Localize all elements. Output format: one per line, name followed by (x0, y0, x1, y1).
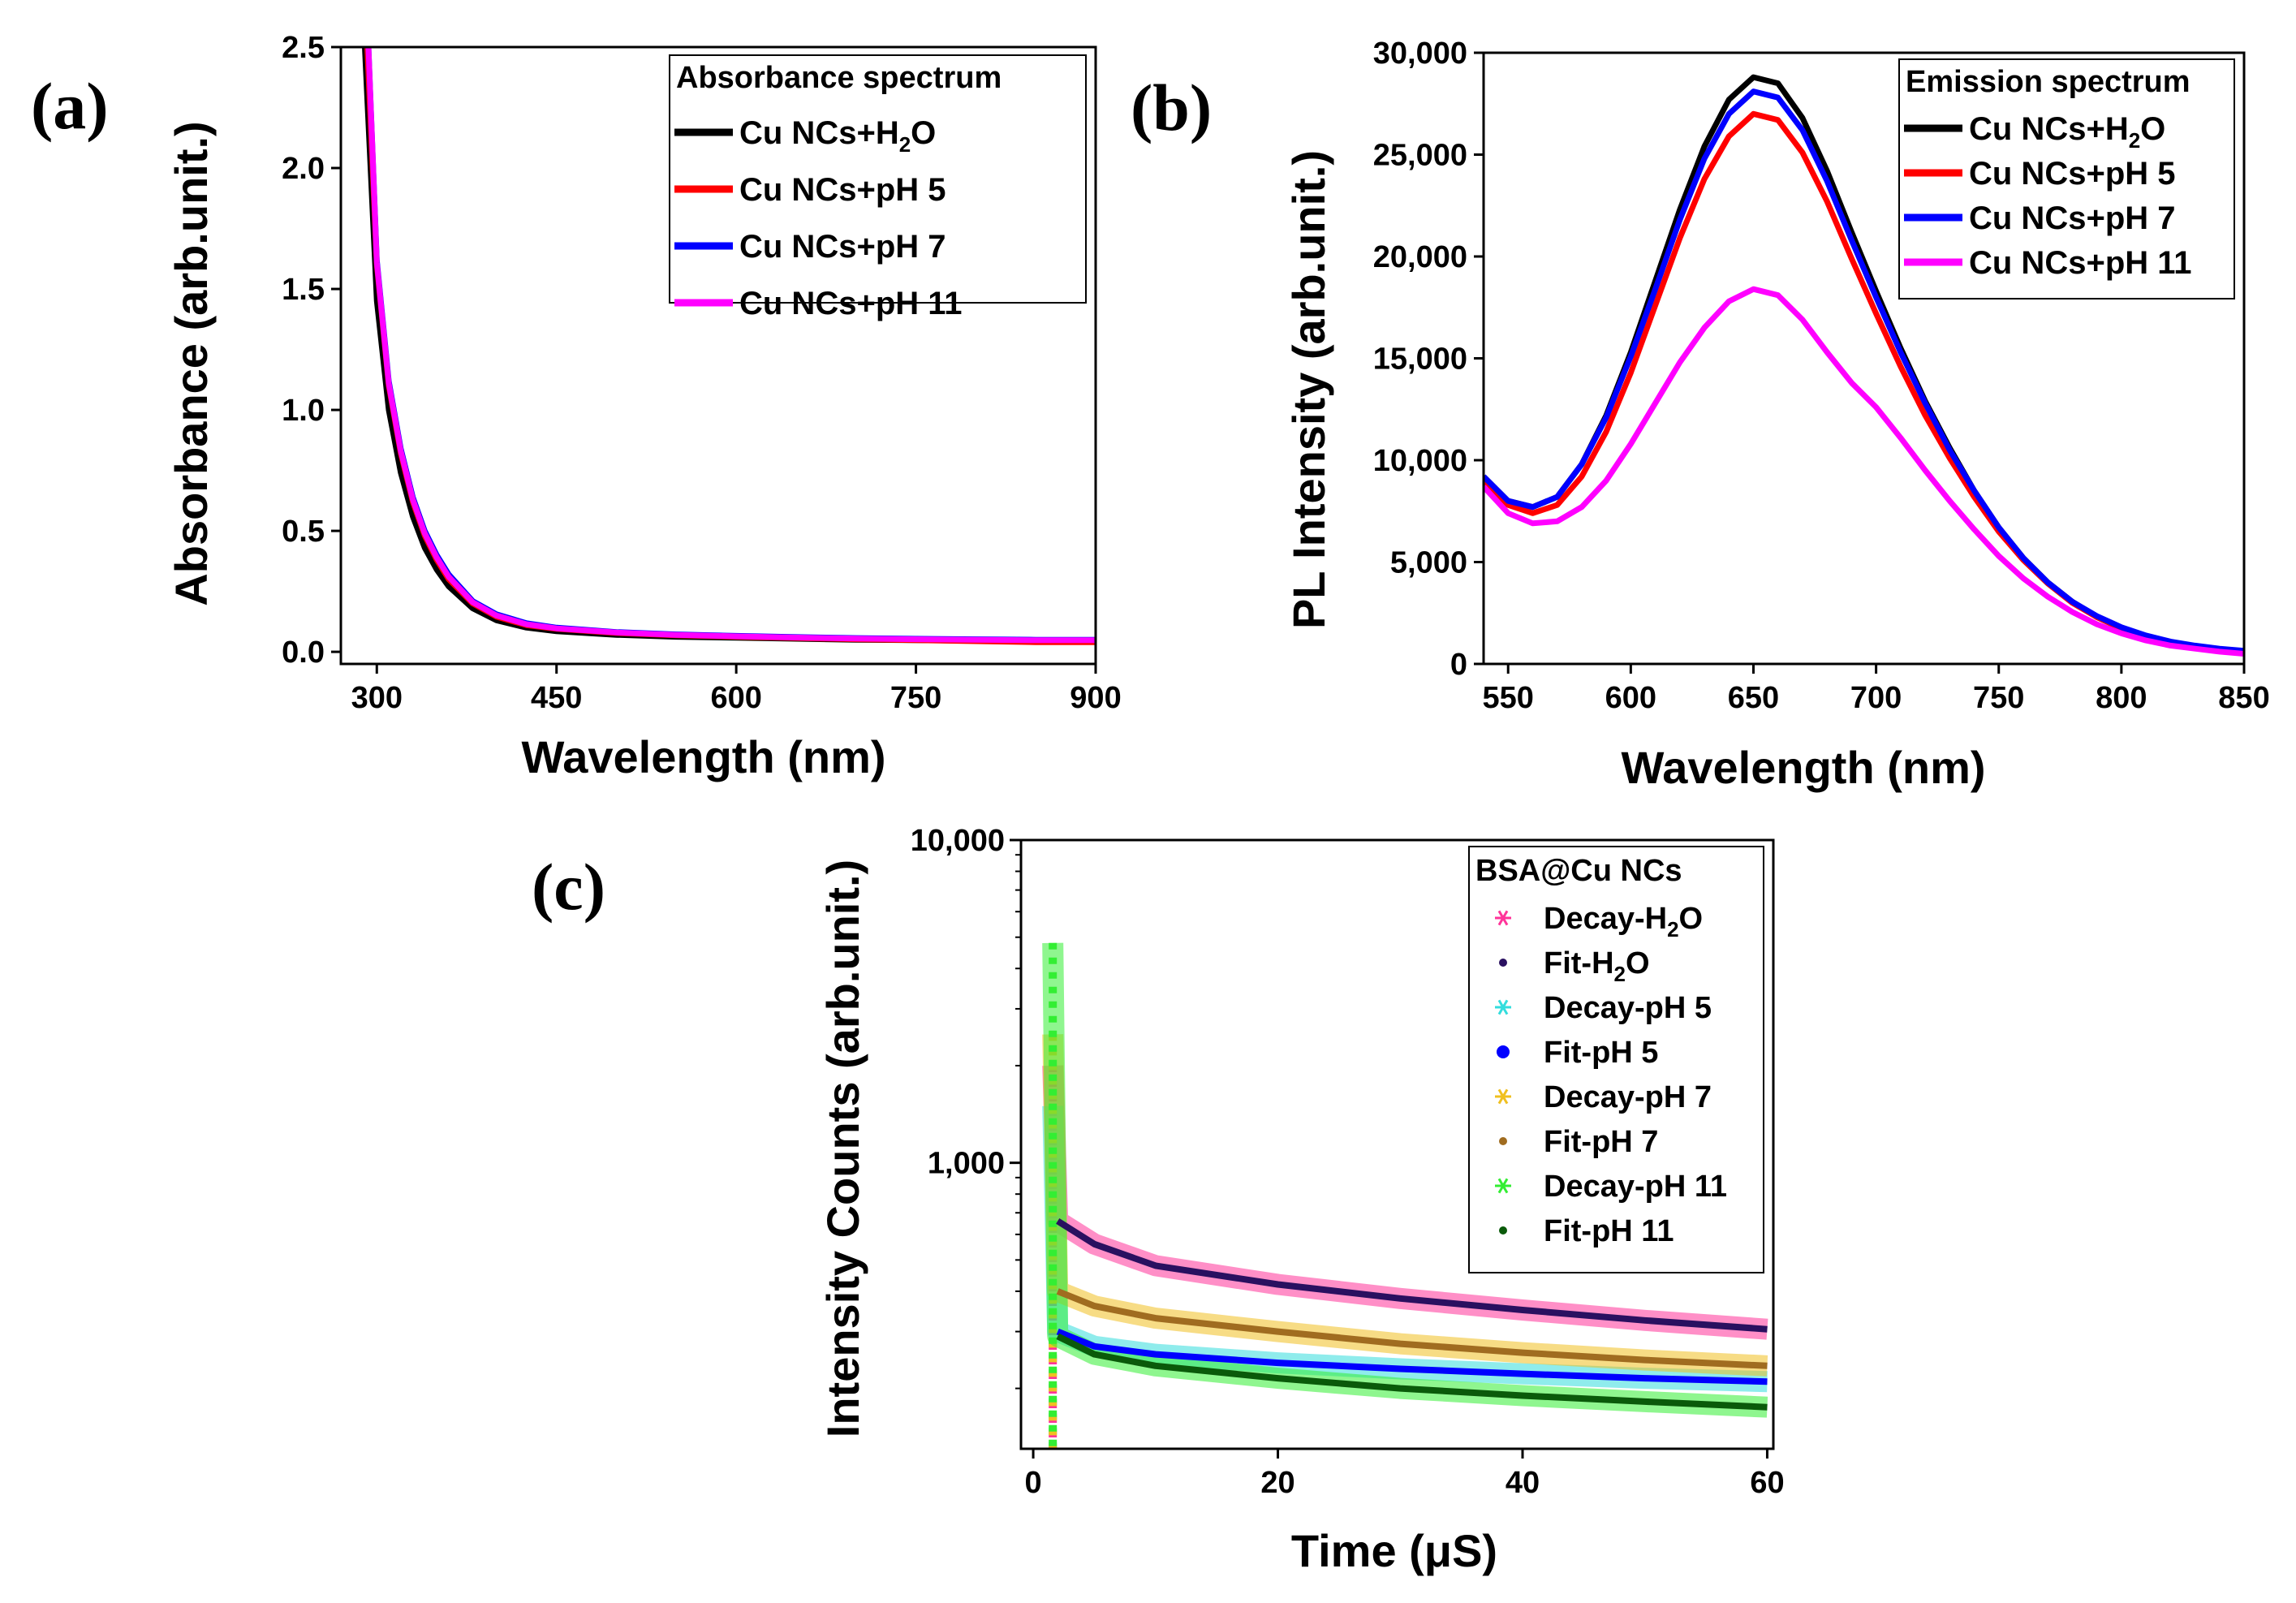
c-y-tick-label-0: 1,000 (928, 1147, 1005, 1181)
b-x-tick-label-5: 800 (2096, 681, 2147, 715)
c-legend-marker-decay-2 (1495, 1088, 1511, 1105)
c-legend-label-fit-0: Fit-H2O (1544, 946, 1650, 986)
panel-a-plot-area: 300 450 600 750 900 0.0 0.5 1.0 1.5 2.0 2.5 Absorba… (282, 31, 1122, 715)
c-x-tick-label-1: 20 (1260, 1466, 1294, 1500)
c-legend-label-fit-2: Fit-pH 7 (1544, 1125, 1658, 1159)
panel-b-y-axis-title: PL Intensity (arb.unit.) (1283, 150, 1334, 629)
panel-a-label: (a) (31, 69, 109, 143)
c-series-group (1042, 942, 1768, 1449)
b-y-tick-label-5: 25,000 (1373, 139, 1467, 173)
panel-b-x-axis-title: Wavelength (nm) (1621, 742, 1985, 793)
c-legend-marker-decay-0-stroke-2 (1497, 910, 1509, 926)
a-x-tick-label-0: 300 (351, 681, 403, 715)
c-legend-marker-decay-3-stroke-2 (1497, 1178, 1509, 1194)
a-y-tick-label-4: 2.0 (282, 152, 325, 186)
c-legend-label-fit-1: Fit-pH 5 (1544, 1036, 1658, 1070)
panel-c-x-axis-title: Time (μS) (1291, 1525, 1497, 1576)
a-series-group (362, 47, 1096, 645)
c-legend-marker-decay-3 (1495, 1178, 1511, 1194)
panel-a-y-axis-title: Absorbance (arb.unit.) (166, 121, 217, 605)
c-x-tick-label-3: 60 (1750, 1466, 1784, 1500)
panel-b-plot-area: 550 600 650 700 750 800 850 0 5,000 10,000 15,000 2… (1373, 37, 2270, 715)
b-x-tick-label-2: 650 (1728, 681, 1779, 715)
a-y-tick-label-0: 0.0 (282, 636, 325, 670)
c-fit-line-1 (1056, 1328, 1768, 1385)
b-y-tick-label-6: 30,000 (1373, 37, 1467, 71)
c-legend-label-decay-2: Decay-pH 7 (1544, 1080, 1712, 1114)
c-legend-label-decay-0: Decay-H2O (1544, 902, 1703, 942)
c-legend-marker-fit-2 (1499, 1137, 1507, 1145)
c-legend-marker-decay-1-stroke-2 (1497, 999, 1509, 1015)
a-y-tick-label-3: 1.5 (282, 273, 325, 307)
b-x-tick-label-3: 700 (1850, 681, 1902, 715)
b-legend-label-3: Cu NCs+pH 11 (1969, 245, 2192, 281)
b-x-tick-label-4: 750 (1973, 681, 2024, 715)
a-plot-frame (339, 45, 1097, 666)
panel-c-label: (c) (532, 850, 605, 924)
b-y-tick-label-1: 5,000 (1390, 546, 1467, 580)
panel-a-absorbance: (a) 300 450 600 750 900 0.0 0.5 1.0 1.5 2.0 2.5 Abs… (31, 31, 1122, 782)
panel-b-label: (b) (1131, 71, 1212, 144)
c-legend-box (1468, 846, 1764, 1273)
c-legend-marker-fit-3 (1499, 1226, 1507, 1235)
a-y-tick-label-5: 2.5 (282, 31, 325, 65)
c-x-tick-label-0: 0 (1025, 1466, 1042, 1500)
c-x-tick-label-2: 40 (1506, 1466, 1540, 1500)
b-y-tick-label-2: 10,000 (1373, 444, 1467, 478)
a-x-tick-label-3: 750 (890, 681, 941, 715)
c-legend-marker-fit-1 (1497, 1045, 1510, 1058)
a-x-tick-label-4: 900 (1070, 681, 1121, 715)
c-legend-marker-decay-1 (1495, 999, 1511, 1015)
a-legend-label-1: Cu NCs+pH 5 (739, 172, 946, 208)
a-legend-box (669, 54, 1087, 304)
a-legend-label-3: Cu NCs+pH 11 (739, 286, 963, 321)
a-series-line-3 (365, 47, 1096, 644)
c-legend-label-decay-3: Decay-pH 11 (1544, 1170, 1727, 1204)
panel-b-emission: (b) 550 600 650 700 750 800 850 0 5,000 10,000 15,… (1131, 37, 2270, 793)
b-x-tick-label-0: 550 (1483, 681, 1534, 715)
panel-a-x-axis-title: Wavelength (nm) (521, 731, 885, 782)
c-legend-label-fit-3: Fit-pH 11 (1544, 1214, 1674, 1248)
b-y-tick-label-3: 15,000 (1373, 343, 1467, 377)
c-fit-line-0 (1056, 1218, 1768, 1333)
a-x-tick-label-1: 450 (531, 681, 582, 715)
a-legend-label-2: Cu NCs+pH 7 (739, 229, 946, 265)
c-plot-frame (1019, 838, 1775, 1450)
c-y-tick-label-1: 10,000 (911, 824, 1005, 858)
c-legend-title: BSA@Cu NCs (1475, 854, 1682, 888)
c-legend-label-decay-1: Decay-pH 5 (1544, 991, 1712, 1025)
c-legend-marker-fit-0 (1499, 959, 1507, 967)
c-fit-line-3 (1056, 1333, 1768, 1411)
c-legend-marker-decay-2-stroke-2 (1497, 1088, 1509, 1105)
a-y-tick-label-1: 0.5 (282, 515, 325, 549)
panel-c-decay: (c) 0 20 40 60 1,000 10,000 BSA@Cu NCs Decay-H2… (532, 824, 1785, 1576)
a-y-tick-label-2: 1.0 (282, 394, 325, 428)
b-series-line-3 (1484, 286, 2244, 657)
b-series-line-2 (1484, 88, 2244, 654)
c-legend-marker-decay-0 (1495, 910, 1511, 926)
a-legend-title: Absorbance spectrum (676, 61, 1002, 95)
c-fit-line-2 (1056, 1288, 1768, 1369)
b-series-group (1484, 74, 2244, 657)
b-x-tick-label-6: 850 (2218, 681, 2269, 715)
b-legend-title: Emission spectrum (1906, 65, 2190, 99)
b-legend-label-1: Cu NCs+pH 5 (1969, 156, 2176, 192)
b-y-tick-label-4: 20,000 (1373, 240, 1467, 274)
b-y-tick-label-0: 0 (1450, 648, 1467, 682)
a-x-tick-label-2: 600 (710, 681, 761, 715)
b-legend-label-2: Cu NCs+pH 7 (1969, 200, 2176, 236)
a-legend-label-0: Cu NCs+H2O (739, 115, 936, 157)
panel-c-y-axis-title: Intensity Counts (arb.unit.) (817, 860, 868, 1437)
b-x-tick-label-1: 600 (1605, 681, 1656, 715)
